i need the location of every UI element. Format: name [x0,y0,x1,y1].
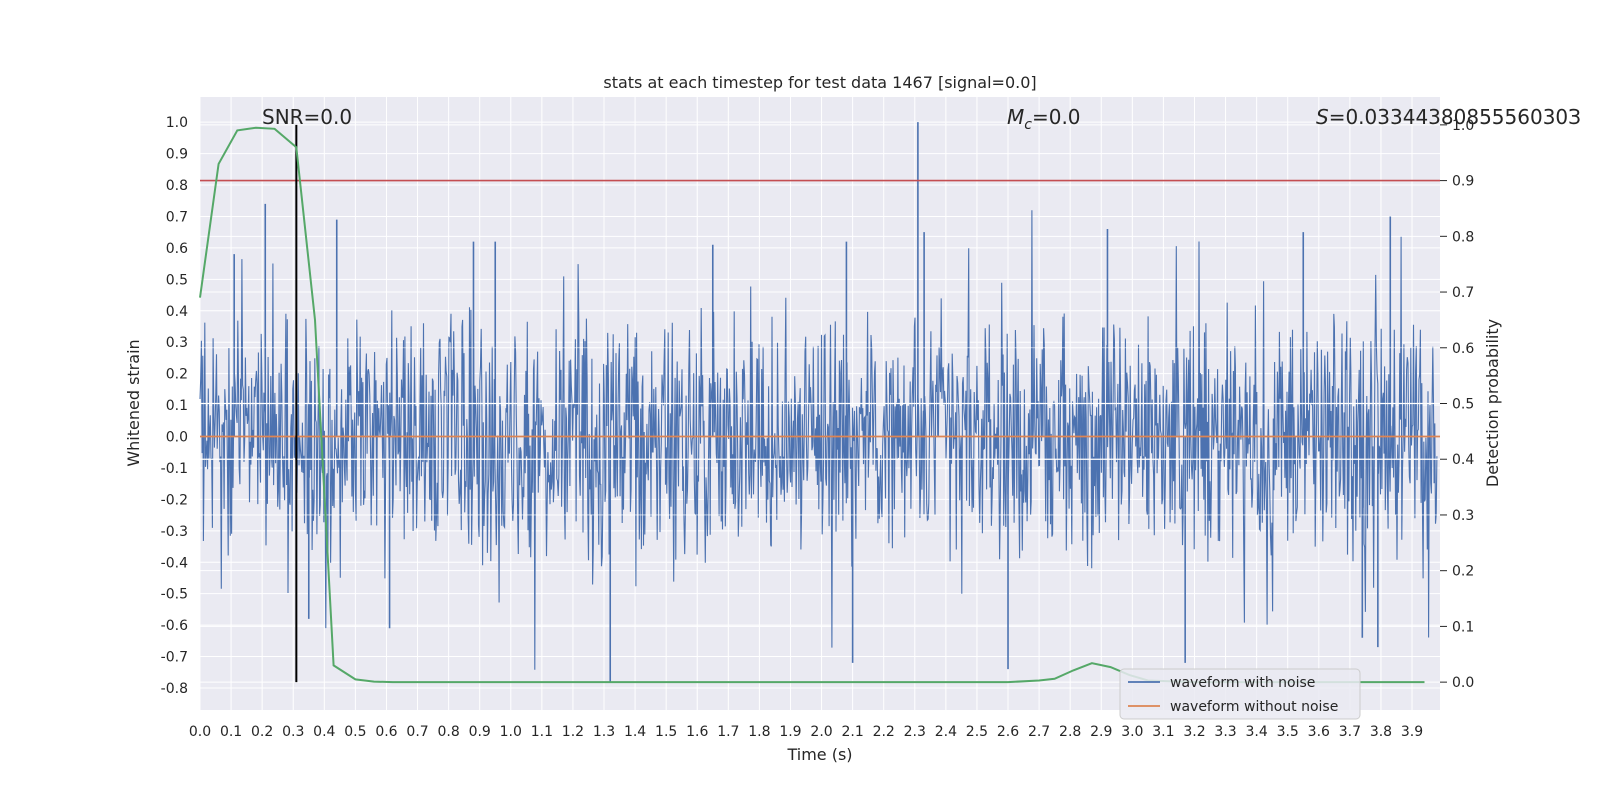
y-tick-label: 0.3 [166,335,188,351]
s-value: =0.0334438085556030З [1329,105,1581,129]
x-tick-label: 0.1 [220,724,242,740]
y-tick-label: -0.8 [161,681,188,697]
y2-tick-label: 0.5 [1452,397,1474,413]
overlays [199,124,1440,684]
y-tick-label: -0.7 [161,650,188,666]
y2-tick-label: 0.1 [1452,619,1474,635]
x-tick-label: 1.3 [593,724,615,740]
x-tick-label: 3.0 [1121,724,1143,740]
legend: waveform with noise waveform without noi… [1119,668,1361,720]
x-tick-label: 2.7 [1028,724,1050,740]
x-tick-label: 1.7 [717,724,739,740]
mc-subscript: c [1024,117,1032,133]
y-tick-label: 0.6 [166,241,188,257]
x-tick-label: 2.0 [810,724,832,740]
y2-tick-label: 0.0 [1452,675,1474,691]
x-tick-label: 1.5 [655,724,677,740]
y2-tick-label: 0.4 [1452,452,1474,468]
x-tick-label: 3.6 [1308,724,1330,740]
x-tick-label: 0.7 [406,724,428,740]
y2-tick-label: 0.7 [1452,285,1474,301]
x-tick-label: 2.8 [1059,724,1081,740]
x-tick-label: 3.8 [1370,724,1392,740]
x-tick-label: 3.3 [1214,724,1236,740]
x-tick-label: 3.9 [1401,724,1423,740]
y2-tick-label: 0.2 [1452,564,1474,580]
y2-tick-label: 1.0 [1452,118,1474,134]
legend-label-noise: waveform with noise [1170,675,1315,691]
y-tick-label: -0.6 [161,618,188,634]
y2-axis-label: Detection probability [1483,319,1502,487]
y-tick-label: -0.2 [161,492,188,508]
y-tick-label: 0.2 [166,367,188,383]
y-tick-label: 0.9 [166,147,188,163]
y2-tick-label: 0.8 [1452,229,1474,245]
y-tick-label: -0.3 [161,524,188,540]
y-tick-label: 0.5 [166,272,188,288]
x-tick-label: 0.8 [437,724,459,740]
legend-label-clean: waveform without noise [1170,699,1338,715]
y-tick-label: 0.8 [166,178,188,194]
x-tick-label: 2.2 [873,724,895,740]
mc-symbol: M [1007,105,1024,129]
x-tick-label: 0.0 [189,724,211,740]
x-tick-label: 1.6 [686,724,708,740]
x-tick-label: 2.5 [966,724,988,740]
x-tick-label: 1.9 [779,724,801,740]
x-tick-label: 1.1 [531,724,553,740]
y-tick-label: 0.7 [166,209,188,225]
noise-line [199,210,1438,670]
s-annotation: S=0.0334438085556030З [1316,105,1581,129]
x-tick-label: 0.6 [375,724,397,740]
chart-title: stats at each timestep for test data 146… [603,73,1036,92]
x-tick-label: 3.1 [1152,724,1174,740]
x-tick-label: 3.5 [1277,724,1299,740]
x-tick-label: 2.4 [935,724,957,740]
x-tick-label: 1.8 [748,724,770,740]
x-tick-label: 0.3 [282,724,304,740]
y-tick-label: 0.1 [166,398,188,414]
x-tick-label: 3.7 [1339,724,1361,740]
mc-annotation: Mc=0.0 [1007,105,1081,133]
x-tick-label: 3.4 [1246,724,1268,740]
x-tick-label: 2.3 [904,724,926,740]
x-tick-label: 1.2 [562,724,584,740]
x-tick-label: 2.1 [841,724,863,740]
x-tick-label: 1.0 [500,724,522,740]
x-tick-label: 0.2 [251,724,273,740]
y-tick-label: -0.4 [161,555,188,571]
x-tick-label: 0.4 [313,724,335,740]
y-tick-label: 0.0 [166,430,188,446]
y2-tick-label: 0.3 [1452,508,1474,524]
y-tick-label: 0.4 [166,304,188,320]
s-symbol: S [1316,105,1329,129]
mc-value: =0.0 [1032,105,1081,129]
axes: 0.0 0.1 0.2 0.3 0.4 0.5 0.6 0.7 0.8 0.9 1.0 1.1 1.2 1… [161,115,1475,740]
y-tick-label: 1.0 [166,115,188,131]
waveform-with-noise [199,122,1438,682]
y2-tick-label: 0.6 [1452,341,1474,357]
y-axis-label: Whitened strain [124,339,143,466]
legend-box [1119,668,1361,720]
x-tick-label: 2.6 [997,724,1019,740]
y2-tick-label: 0.9 [1452,174,1474,190]
y-tick-label: -0.5 [161,587,188,603]
x-tick-label: 0.5 [344,724,366,740]
snr-annotation: SNR=0.0 [262,105,352,129]
x-tick-label: 2.9 [1090,724,1112,740]
x-tick-label: 0.9 [469,724,491,740]
y-tick-label: -0.1 [161,461,188,477]
x-tick-label: 1.4 [624,724,646,740]
x-tick-label: 3.2 [1183,724,1205,740]
x-axis-label: Time (s) [786,745,852,764]
